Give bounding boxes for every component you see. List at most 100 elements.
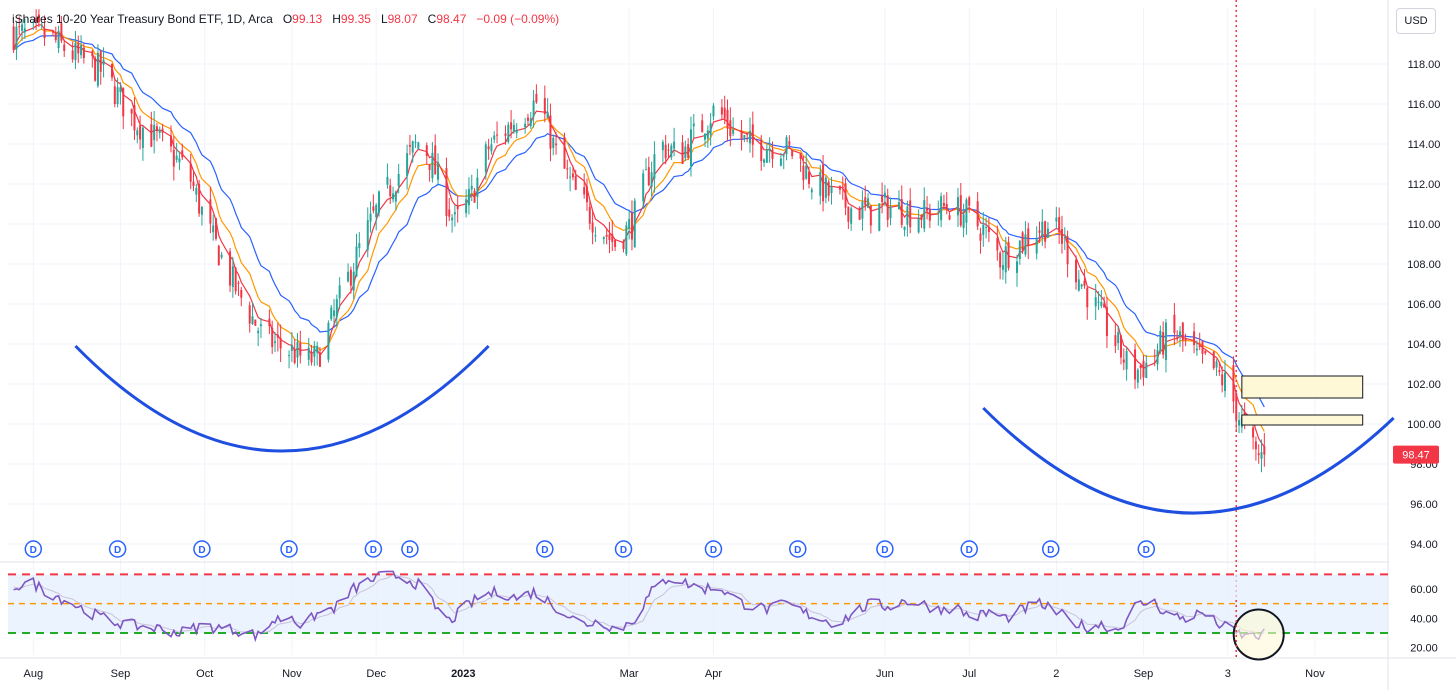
candle-body: [1198, 345, 1201, 348]
candle-body: [664, 144, 667, 159]
candle-body: [810, 189, 813, 193]
time-tick-label: Sep: [111, 668, 131, 680]
candle-body: [214, 218, 217, 239]
candle-body: [437, 162, 440, 180]
dividend-marker-label: D: [966, 545, 973, 556]
candle-body: [1083, 280, 1086, 286]
candle-body: [574, 176, 577, 190]
dividend-marker-label: D: [370, 545, 377, 556]
candle-body: [532, 100, 535, 117]
candle-body: [234, 267, 237, 292]
candle-body: [1027, 228, 1030, 246]
candle-body: [510, 122, 513, 130]
candle-body: [1238, 420, 1241, 426]
last-price-badge: [1393, 445, 1439, 464]
candle-body: [369, 213, 372, 222]
dividend-marker-label: D: [881, 545, 888, 556]
candle-body: [1100, 301, 1103, 307]
time-tick-label: Sep: [1134, 668, 1154, 680]
candle-body: [1035, 237, 1038, 254]
candle-body: [453, 212, 456, 215]
candle-body: [15, 26, 18, 50]
candle-body: [684, 146, 687, 159]
candle-body: [968, 197, 971, 206]
candle-body: [153, 124, 156, 141]
candle-body: [1007, 242, 1010, 268]
dividend-marker-circle: [960, 540, 978, 558]
candle-body: [689, 129, 692, 167]
dividend-marker-label: D: [710, 545, 717, 556]
candle-body: [139, 125, 142, 140]
candle-body: [647, 167, 650, 186]
candle-body: [189, 163, 192, 182]
time-tick-label: Mar: [620, 668, 639, 680]
candle-body: [692, 123, 695, 127]
candle-body: [428, 164, 431, 170]
dividend-marker: D: [108, 540, 127, 558]
candle-body: [493, 135, 496, 140]
low-value: 98.07: [387, 12, 418, 26]
time-tick-label: Oct: [196, 668, 213, 680]
candle-body: [35, 18, 38, 22]
candle-body: [1038, 230, 1041, 233]
candle-body: [150, 124, 153, 147]
candle-body: [484, 144, 487, 172]
candle-body: [209, 199, 212, 224]
candle-body: [119, 87, 122, 93]
currency-button[interactable]: USD: [1396, 8, 1436, 34]
candle-body: [588, 206, 591, 224]
candle-body: [740, 130, 743, 141]
dividend-marker: D: [789, 540, 807, 558]
candle-body: [883, 192, 886, 198]
candle-body: [43, 28, 46, 39]
candle-body: [397, 174, 400, 187]
candle-body: [1122, 359, 1125, 363]
candle-body: [467, 189, 470, 206]
candle-body: [976, 201, 979, 227]
candle-body: [642, 173, 645, 202]
dividend-marker-circle: [108, 540, 127, 558]
candle-body: [681, 142, 684, 164]
candle-body: [940, 196, 943, 221]
candle-body: [1176, 337, 1179, 339]
candle-body: [838, 185, 841, 190]
candle-body: [889, 206, 892, 219]
candle-body: [748, 130, 751, 144]
candle-body: [451, 217, 454, 221]
candle-body: [170, 135, 173, 147]
candle-body: [861, 201, 864, 219]
price-tick-label: 110.00: [1408, 219, 1441, 231]
candle-body: [377, 191, 380, 213]
dividend-marker-circle: [536, 540, 554, 558]
candle-body: [94, 57, 97, 81]
rsi-ma-line: [13, 574, 1265, 635]
candle-body: [375, 204, 378, 217]
candle-body: [290, 345, 293, 351]
candle-body: [57, 30, 60, 49]
candle-body: [1156, 350, 1159, 365]
candle-body: [906, 206, 909, 225]
candle-body: [1097, 301, 1100, 303]
dividend-marker-circle: [193, 540, 211, 558]
candle-body: [161, 128, 164, 133]
candle-body: [240, 289, 243, 298]
candle-body: [844, 183, 847, 208]
candle-body: [819, 171, 822, 196]
candle-body: [959, 195, 962, 226]
candle-body: [327, 322, 330, 360]
candle-body: [386, 176, 389, 185]
candle-body: [881, 194, 884, 202]
candle-body: [661, 141, 664, 151]
candle-body: [259, 324, 262, 327]
price-tick-label: 116.00: [1408, 99, 1441, 111]
dividend-marker-label: D: [1047, 545, 1054, 556]
candle-body: [920, 215, 923, 221]
candle-body: [71, 50, 74, 60]
dividend-marker-label: D: [620, 545, 627, 556]
candle-body: [802, 165, 805, 181]
price-tick-label: 118.00: [1408, 59, 1441, 71]
high-label: H: [332, 12, 341, 26]
candle-body: [566, 168, 569, 170]
candle-body: [673, 141, 676, 149]
